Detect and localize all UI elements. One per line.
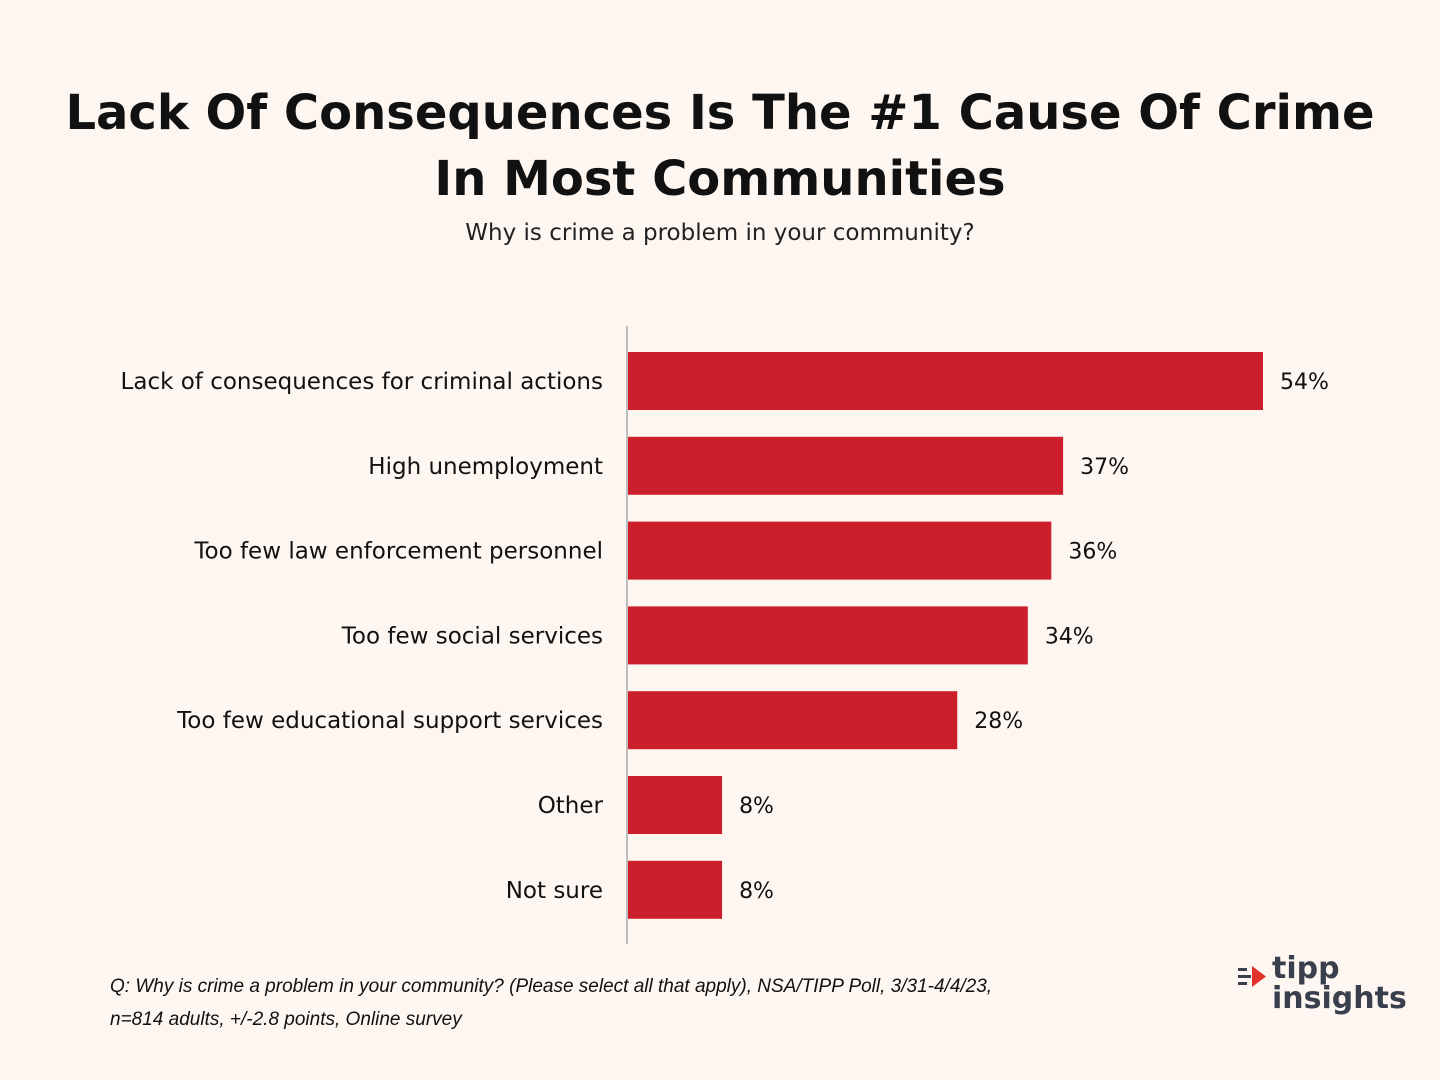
value-label-4: 28% xyxy=(974,709,1023,734)
category-label-2: Too few law enforcement personnel xyxy=(193,539,603,565)
logo-word-insights: insights xyxy=(1272,981,1407,1016)
category-label-3: Too few social services xyxy=(341,623,603,649)
category-label-6: Not sure xyxy=(506,878,603,904)
value-label-2: 36% xyxy=(1068,540,1117,565)
bar-1 xyxy=(628,436,1064,495)
title-line-1: Lack Of Consequences Is The #1 Cause Of … xyxy=(65,85,1375,141)
chart-title: Lack Of Consequences Is The #1 Cause Of … xyxy=(0,80,1440,212)
category-label-4: Too few educational support services xyxy=(176,708,603,734)
footnote-line-1: Q: Why is crime a problem in your commun… xyxy=(110,976,993,997)
bar-0 xyxy=(628,352,1263,410)
speed-arrow-icon xyxy=(1238,966,1266,987)
bar-5 xyxy=(628,776,723,834)
category-label-0: Lack of consequences for criminal action… xyxy=(121,369,603,395)
value-label-3: 34% xyxy=(1045,624,1094,649)
value-label-1: 37% xyxy=(1080,455,1129,480)
footnote: Q: Why is crime a problem in your commun… xyxy=(110,970,1170,1036)
value-label-0: 54% xyxy=(1280,370,1329,395)
value-label-5: 8% xyxy=(739,794,774,819)
logo-wordmark: tipp insights xyxy=(1272,954,1407,1014)
footnote-line-2: n=814 adults, +/-2.8 points, Online surv… xyxy=(110,1009,462,1030)
category-label-1: High unemployment xyxy=(368,454,603,480)
bar-3 xyxy=(628,606,1028,665)
chart-subtitle: Why is crime a problem in your community… xyxy=(465,220,975,246)
bar-6 xyxy=(628,860,723,919)
title-line-2: In Most Communities xyxy=(434,151,1006,207)
category-label-5: Other xyxy=(538,793,604,819)
tipp-insights-logo: tipp insights xyxy=(1238,954,1428,1028)
value-label-6: 8% xyxy=(739,879,774,904)
bar-4 xyxy=(628,691,958,750)
bar-2 xyxy=(628,521,1052,580)
logo-word-tipp: tipp xyxy=(1272,951,1340,986)
